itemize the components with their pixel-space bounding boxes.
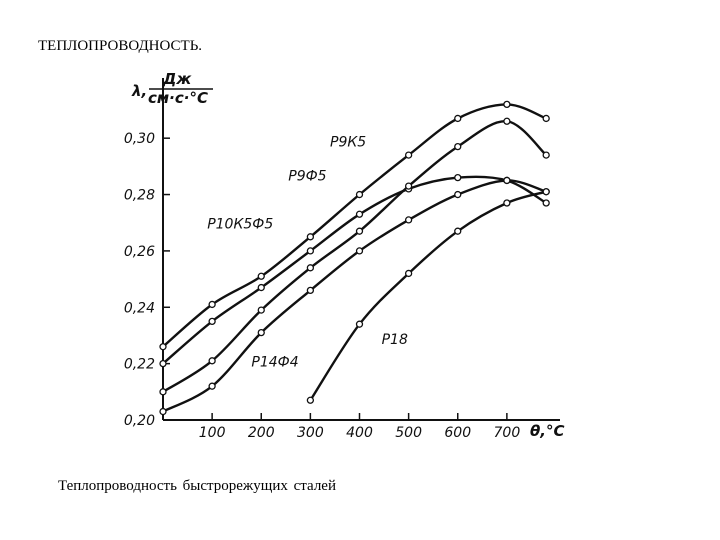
data-point: [355, 227, 364, 235]
data-point: [454, 173, 462, 182]
data-point: [542, 114, 550, 123]
data-point: [542, 199, 550, 207]
data-point: [355, 210, 364, 218]
data-point: [454, 190, 462, 199]
data-point: [404, 182, 413, 190]
data-point: [503, 176, 511, 185]
y-axis-unit-numerator: Дж: [162, 70, 192, 88]
series-line: [161, 120, 548, 393]
data-point: [355, 190, 364, 199]
data-point: [542, 151, 550, 159]
series-label: Р14Ф4: [251, 354, 298, 370]
series-label: Р18: [382, 332, 408, 348]
data-point: [542, 188, 550, 196]
y-tick-label: 0,20: [124, 413, 155, 429]
data-point: [454, 227, 462, 235]
series-line: [161, 179, 548, 413]
y-tick-label: 0,30: [124, 131, 155, 147]
data-point: [454, 114, 462, 123]
data-point: [306, 264, 315, 272]
data-point: [208, 382, 216, 390]
data-point: [257, 272, 265, 280]
data-point: [404, 216, 413, 224]
data-point: [159, 388, 167, 396]
tick-group: 100 200 300 400 500 600 700 0,20 0,22 0,24 0,26 0,2…: [124, 131, 520, 441]
y-tick-label: 0,26: [124, 244, 155, 260]
x-tick-label: 600: [444, 425, 471, 441]
data-point: [208, 357, 216, 365]
x-axis-label: θ,°С: [530, 422, 565, 440]
series-label: Р9К5: [330, 135, 366, 151]
label-group: Р9К5 Р9Ф5 Р10К5Ф5 Р14Ф4 Р18: [207, 135, 408, 371]
data-point: [404, 269, 413, 278]
data-point: [159, 407, 167, 416]
data-point: [503, 199, 511, 207]
y-tick-label: 0,22: [124, 357, 155, 373]
data-point: [306, 286, 315, 295]
series-label: Р9Ф5: [288, 168, 326, 184]
data-point: [503, 100, 511, 109]
y-tick-label: 0,28: [124, 188, 155, 204]
data-point: [159, 343, 167, 351]
y-axis-symbol: λ,: [131, 82, 147, 100]
data-point: [306, 233, 315, 241]
data-point: [257, 306, 265, 314]
data-point: [503, 117, 511, 125]
x-tick-label: 300: [297, 425, 324, 441]
data-point: [454, 142, 462, 151]
data-point: [355, 320, 364, 328]
series-line: [161, 175, 548, 365]
data-point: [208, 317, 216, 326]
series-label: Р10К5Ф5: [207, 216, 273, 232]
data-point: [306, 247, 315, 255]
marker-group: [159, 100, 550, 416]
data-point: [404, 151, 413, 159]
data-point: [257, 283, 265, 292]
data-point: [257, 328, 265, 337]
y-tick-label: 0,24: [124, 300, 155, 316]
figure-caption: Теплопроводность быстрорежущих сталей: [58, 478, 336, 494]
data-point: [159, 359, 167, 368]
x-tick-label: 100: [199, 425, 226, 441]
x-tick-label: 700: [494, 425, 521, 441]
data-point: [306, 396, 315, 404]
data-point: [355, 247, 364, 255]
x-tick-label: 400: [346, 425, 373, 441]
x-tick-label: 500: [395, 425, 422, 441]
data-point: [208, 300, 216, 309]
x-tick-label: 200: [248, 425, 275, 441]
page-heading: ТЕПЛОПРОВОДНОСТЬ.: [38, 38, 203, 54]
y-axis-unit-denominator: см·с·°С: [148, 89, 208, 107]
